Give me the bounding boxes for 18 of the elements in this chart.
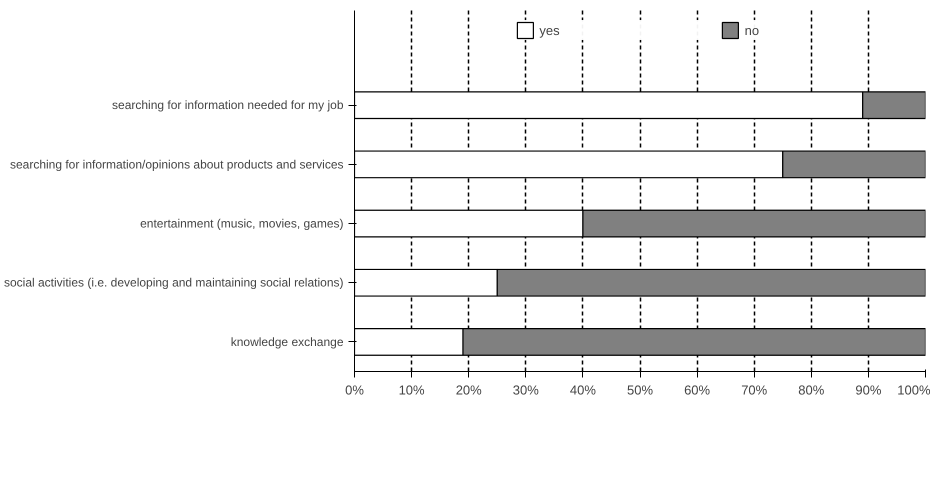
x-tick-label: 0% bbox=[345, 382, 364, 398]
x-tick-label: 70% bbox=[741, 382, 768, 398]
x-tick-label: 50% bbox=[626, 382, 654, 398]
y-tick-label: knowledge exchange bbox=[230, 334, 344, 349]
x-tick-label: 80% bbox=[798, 382, 825, 398]
y-tick-label: searching for information needed for my job bbox=[112, 98, 344, 112]
y-tick-label: social activities (i.e. developing and maintaining social relations) bbox=[4, 276, 344, 290]
legend-label: no bbox=[744, 22, 760, 38]
y-tick-label: searching for information/opinions about products and services bbox=[10, 157, 344, 172]
x-tick-label: 60% bbox=[684, 382, 711, 398]
y-tick-label: entertainment (music, movies, games) bbox=[140, 216, 344, 231]
x-tick-label: 20% bbox=[456, 382, 482, 398]
legend-label: yes bbox=[539, 22, 560, 38]
x-tick-label: 40% bbox=[570, 382, 596, 398]
x-tick-label: 90% bbox=[855, 382, 882, 398]
x-tick-label: 10% bbox=[398, 382, 426, 398]
x-tick-label: 30% bbox=[512, 382, 540, 398]
x-tick-label: 100% bbox=[897, 382, 931, 398]
